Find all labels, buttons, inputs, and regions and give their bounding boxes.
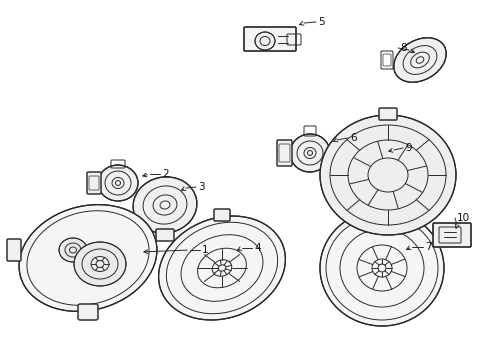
Ellipse shape (290, 134, 330, 172)
FancyBboxPatch shape (379, 108, 397, 120)
Text: 8: 8 (400, 43, 407, 53)
Ellipse shape (74, 242, 126, 286)
Text: 1: 1 (202, 245, 209, 255)
Ellipse shape (98, 165, 138, 201)
FancyBboxPatch shape (277, 140, 292, 166)
Ellipse shape (394, 38, 446, 82)
FancyBboxPatch shape (214, 209, 230, 221)
FancyBboxPatch shape (78, 304, 98, 320)
Text: 4: 4 (254, 243, 261, 253)
FancyBboxPatch shape (433, 223, 471, 247)
FancyBboxPatch shape (244, 27, 296, 51)
Text: 10: 10 (457, 213, 470, 223)
Ellipse shape (19, 204, 157, 311)
FancyBboxPatch shape (87, 172, 101, 194)
FancyBboxPatch shape (371, 203, 387, 213)
Text: 2: 2 (162, 169, 169, 179)
Ellipse shape (320, 115, 456, 235)
Ellipse shape (133, 177, 197, 233)
Ellipse shape (255, 32, 275, 50)
Text: 3: 3 (198, 182, 205, 192)
Text: 5: 5 (318, 17, 325, 27)
Ellipse shape (159, 216, 286, 320)
Ellipse shape (320, 210, 444, 326)
Text: 9: 9 (405, 143, 412, 153)
Text: 6: 6 (350, 133, 357, 143)
Text: 7: 7 (425, 242, 432, 252)
FancyBboxPatch shape (7, 239, 21, 261)
Ellipse shape (59, 238, 87, 262)
FancyBboxPatch shape (156, 229, 174, 241)
